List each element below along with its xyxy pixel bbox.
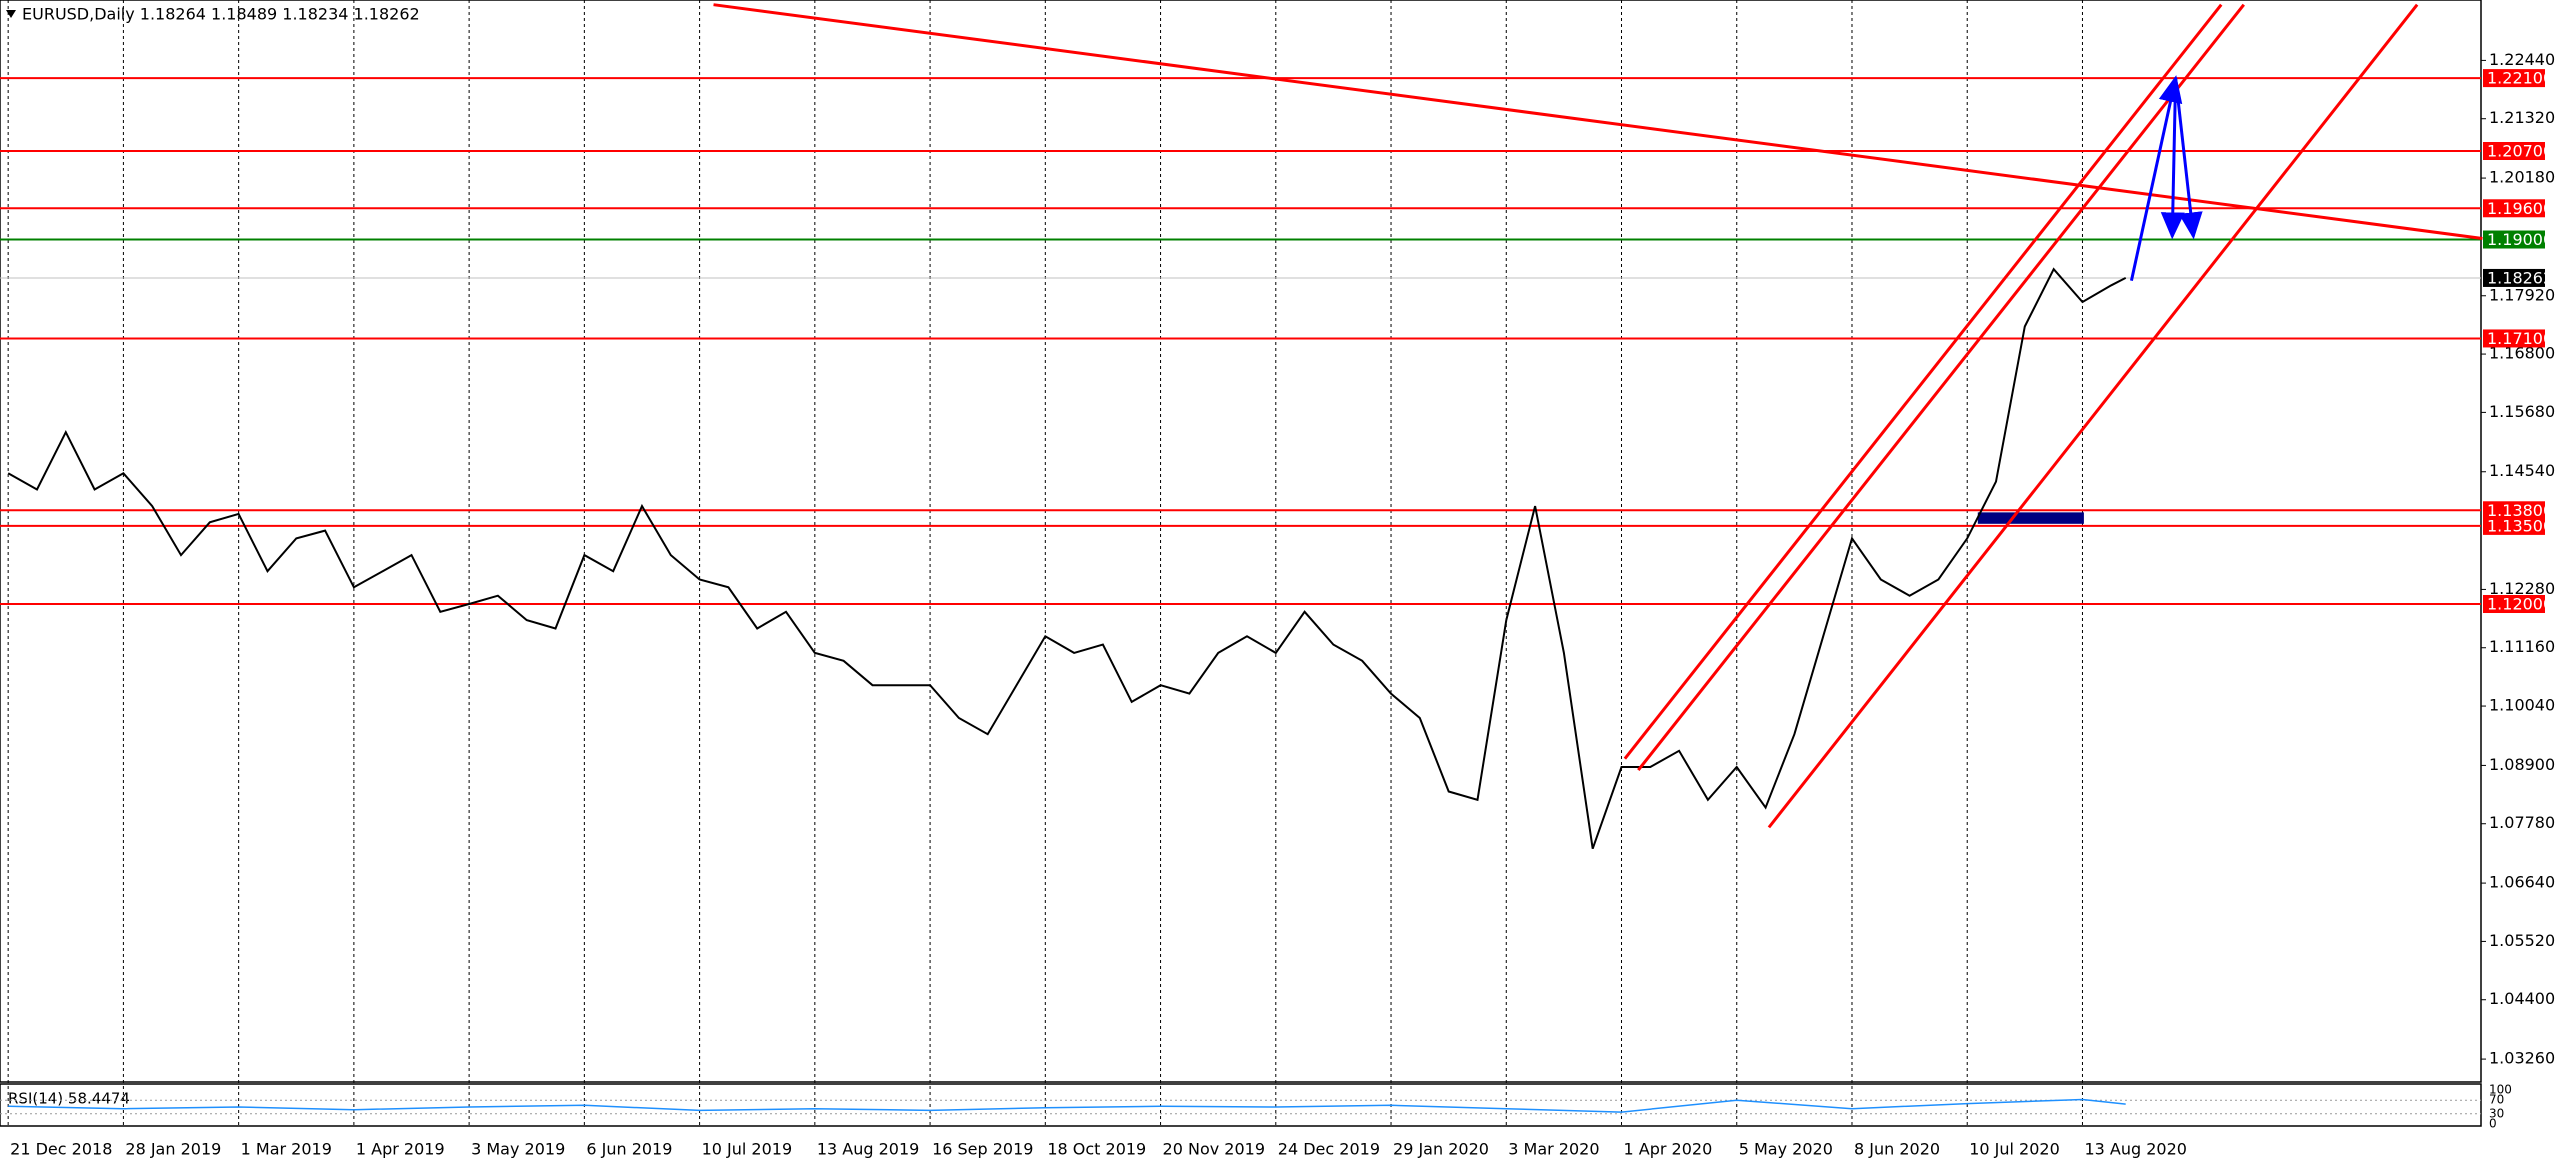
level-label: 1.13500 <box>2487 516 2553 535</box>
x-tick-label: 13 Aug 2020 <box>2084 1140 2187 1159</box>
zone <box>1977 512 2084 524</box>
y-tick-label: 1.16800 <box>2489 344 2555 363</box>
level-tag <box>2483 595 2545 614</box>
x-tick-label: 10 Jul 2019 <box>702 1140 793 1159</box>
rsi-tick-label: 0 <box>2489 1117 2497 1131</box>
x-tick-label: 16 Sep 2019 <box>932 1140 1033 1159</box>
rsi-tick-label: 30 <box>2489 1106 2504 1120</box>
rsi-label: RSI(14) 58.4474 <box>8 1090 130 1108</box>
y-tick-label: 1.11160 <box>2489 637 2555 656</box>
y-tick-label: 1.10040 <box>2489 696 2555 715</box>
x-tick-label: 1 Mar 2019 <box>241 1140 332 1159</box>
x-tick-label: 13 Aug 2019 <box>817 1140 920 1159</box>
x-tick-label: 29 Jan 2020 <box>1393 1140 1489 1159</box>
level-tag <box>2483 501 2545 520</box>
level-tag <box>2483 199 2545 218</box>
level-label: 1.13800 <box>2487 501 2553 520</box>
arrow <box>2160 78 2185 240</box>
x-tick-label: 5 May 2020 <box>1739 1140 1833 1159</box>
current-price-tag <box>2483 268 2545 287</box>
level-tag <box>2483 69 2545 88</box>
y-tick-label: 1.05520 <box>2489 931 2555 950</box>
level-label: 1.12000 <box>2487 595 2553 614</box>
level-label: 1.20700 <box>2487 142 2553 161</box>
rsi-tick-label: 100 <box>2489 1083 2512 1097</box>
y-tick-label: 1.22440 <box>2489 50 2555 69</box>
price-line <box>7 267 2127 850</box>
level-label: 1.19000 <box>2487 230 2553 249</box>
arrow <box>2129 75 2183 281</box>
y-tick-label: 1.21320 <box>2489 108 2555 127</box>
trendline <box>1637 3 2245 772</box>
x-tick-label: 1 Apr 2020 <box>1624 1140 1713 1159</box>
x-tick-label: 10 Jul 2020 <box>1969 1140 2060 1159</box>
current-price-label: 1.18262 <box>2487 268 2553 287</box>
x-tick-label: 3 Mar 2020 <box>1508 1140 1599 1159</box>
main-pane <box>0 0 2482 1083</box>
y-tick-label: 1.07780 <box>2489 813 2555 832</box>
x-tick-label: 18 Oct 2019 <box>1047 1140 1146 1159</box>
trendline <box>1767 3 2419 829</box>
x-tick-label: 20 Nov 2019 <box>1163 1140 1265 1159</box>
chart-title: EURUSD,Daily 1.18264 1.18489 1.18234 1.1… <box>22 5 420 24</box>
level-tag <box>2483 329 2545 348</box>
y-tick-label: 1.04400 <box>2489 989 2555 1008</box>
x-tick-label: 8 Jun 2020 <box>1854 1140 1940 1159</box>
y-tick-label: 1.08900 <box>2489 755 2555 774</box>
level-label: 1.17100 <box>2487 329 2553 348</box>
x-tick-label: 1 Apr 2019 <box>356 1140 445 1159</box>
y-tick-label: 1.03260 <box>2489 1049 2555 1068</box>
x-tick-label: 21 Dec 2018 <box>10 1140 112 1159</box>
level-tag <box>2483 142 2545 161</box>
y-tick-label: 1.17920 <box>2489 285 2555 304</box>
level-label: 1.22100 <box>2487 69 2553 88</box>
x-tick-label: 6 Jun 2019 <box>586 1140 672 1159</box>
arrow <box>2174 77 2203 240</box>
y-tick-label: 1.20180 <box>2489 168 2555 187</box>
level-tag <box>2483 516 2545 535</box>
y-tick-label: 1.12280 <box>2489 579 2555 598</box>
rsi-line <box>8 1098 2126 1113</box>
rsi-tick-label: 70 <box>2489 1093 2504 1107</box>
y-tick-label: 1.15680 <box>2489 402 2555 421</box>
trendline <box>713 3 2483 240</box>
x-tick-label: 24 Dec 2019 <box>1278 1140 1380 1159</box>
level-tag <box>2483 230 2545 249</box>
trendline <box>1623 3 2223 760</box>
x-tick-label: 28 Jan 2019 <box>125 1140 221 1159</box>
y-tick-label: 1.14540 <box>2489 461 2555 480</box>
x-tick-label: 3 May 2019 <box>471 1140 565 1159</box>
y-tick-label: 1.06640 <box>2489 873 2555 892</box>
level-label: 1.19600 <box>2487 199 2553 218</box>
rsi-pane <box>0 1083 2482 1127</box>
